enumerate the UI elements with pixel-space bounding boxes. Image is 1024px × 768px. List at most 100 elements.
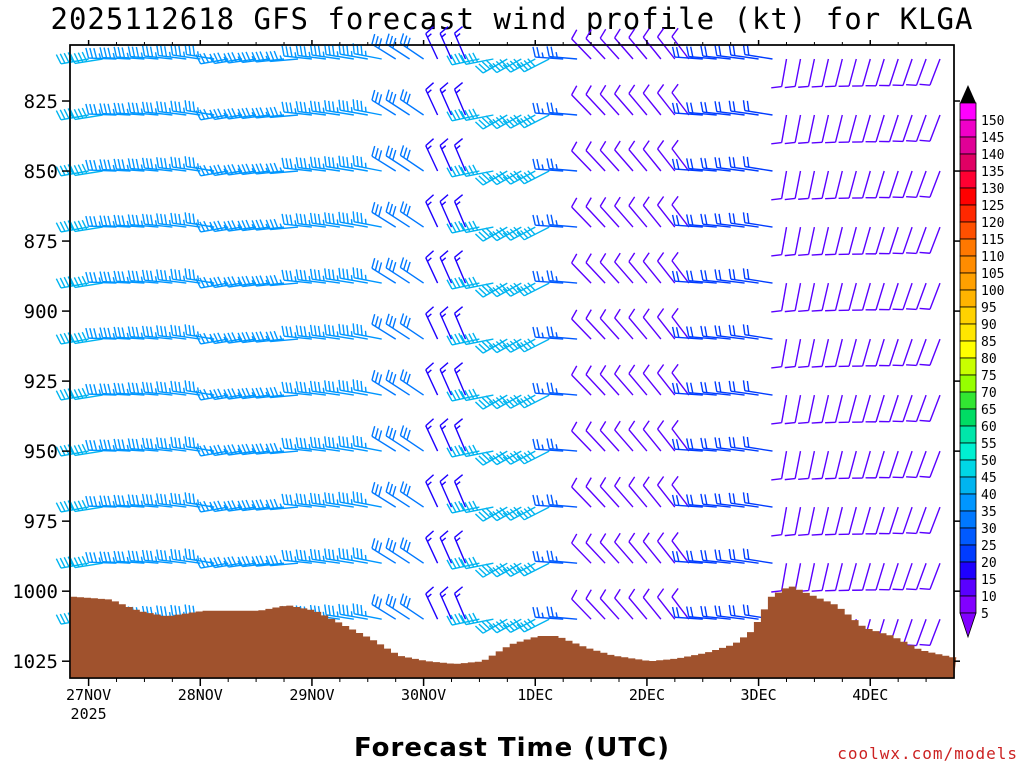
wind-barb [85,159,117,172]
colorbar-swatch [959,289,977,308]
wind-barb [585,589,606,620]
colorbar-swatch [959,102,977,121]
wind-barb [446,164,480,178]
wind-barb [532,214,564,228]
wind-barb [714,493,745,508]
wind-barb [546,550,578,564]
wind-barb [585,197,606,228]
wind-barb [156,549,187,564]
y-tick-label: 825 [24,91,58,113]
wind-barb [825,338,843,368]
wind-barb [742,436,773,452]
wind-barb [195,557,229,569]
wind-barb [714,101,745,116]
wind-barb [371,482,397,508]
wind-barb [324,324,354,340]
wind-barb [295,269,326,284]
wind-barb [811,114,830,144]
wind-barb [714,213,745,228]
wind-barb [460,164,494,178]
colorbar-swatch [959,136,977,155]
wind-barb [127,382,159,396]
wind-barb [671,251,690,284]
wind-barb [742,548,773,564]
colorbar-swatch [959,238,977,257]
wind-barb [324,268,354,284]
wind-barb [399,369,424,396]
wind-barb [184,100,215,116]
wind-barb [371,202,397,228]
wind-barb [599,28,620,60]
wind-barb [784,394,802,425]
wind-barb [879,226,899,255]
wind-barb [771,450,788,481]
wind-barb [55,388,89,401]
wind-barb [281,549,312,564]
wind-barb [446,557,480,570]
wind-barb [265,218,299,231]
wind-barb [439,26,453,60]
wind-barb [906,394,927,423]
wind-barb [113,550,145,564]
wind-barb [671,326,703,340]
wind-barb [113,214,145,228]
wind-barb [614,28,634,60]
wind-barb [784,114,802,145]
wind-barb [532,494,564,508]
wind-barb [141,269,173,284]
wind-barb [352,547,382,564]
wind-barb [614,588,634,620]
wind-barb [85,551,117,564]
wind-barb [892,226,913,255]
colorbar-swatch [959,272,977,291]
wind-barb [265,106,299,119]
wind-barb [516,562,550,577]
wind-barb [571,309,592,340]
wind-barb [532,270,564,284]
wind-barb [516,338,550,353]
wind-barb [324,212,354,228]
wind-barb [714,437,745,452]
wind-barb [439,138,453,172]
wind-barb [309,156,340,172]
wind-barb [892,58,913,87]
colorbar-label: 20 [981,556,997,571]
wind-barb [865,114,885,143]
wind-barb [700,269,731,284]
wind-barb [865,170,885,199]
wind-barb [798,450,816,481]
wind-barb [532,382,564,396]
wind-barb [811,170,830,200]
wind-barb [69,107,103,121]
wind-barb [127,550,159,564]
colorbar-label: 60 [981,420,997,435]
wind-barb [460,612,494,626]
wind-barb [571,533,592,564]
wind-barb [571,421,592,452]
wind-barb [371,426,397,452]
wind-barb [399,313,424,340]
wind-barb [265,330,299,343]
wind-barb [170,548,201,564]
wind-barb [281,213,312,228]
wind-barb [338,267,368,284]
colorbar-swatch [959,527,977,546]
wind-barb [686,214,717,228]
speed-colorbar: 1501451401351301251201151101051009590858… [959,85,1004,639]
x-tick-label: 1DEC [517,686,553,704]
wind-barb [352,379,382,396]
wind-barb [825,563,843,592]
x-tick-label: 30NOV [401,686,446,704]
wind-barb [324,44,354,60]
wind-barb [141,325,173,340]
wind-barb [399,89,424,116]
wind-barb [127,158,159,172]
wind-barb [69,163,103,177]
wind-barb [425,362,439,396]
wind-barb [338,379,368,396]
wind-barb [127,214,159,228]
wind-barb [671,494,703,508]
wind-barb [546,494,578,508]
wind-barb [771,170,788,201]
wind-barb [599,84,620,116]
